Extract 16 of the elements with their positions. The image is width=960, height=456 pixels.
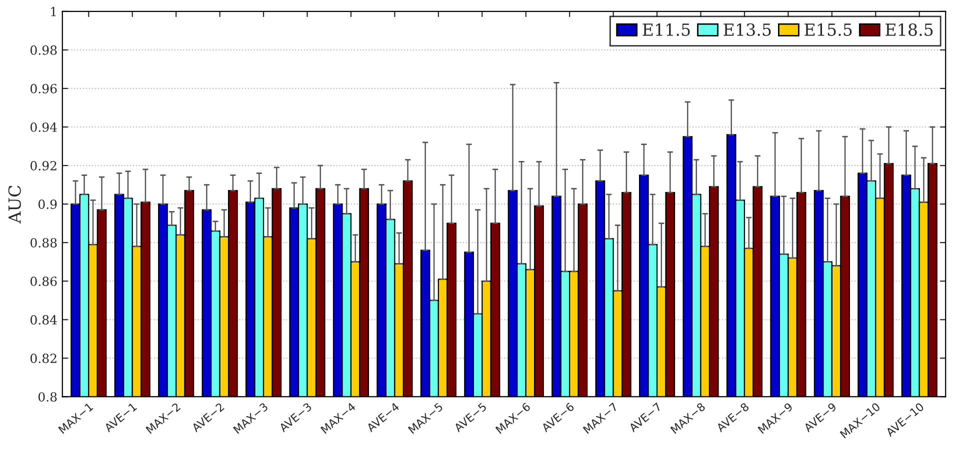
y-tick-label: 0.84 bbox=[30, 315, 57, 325]
y-tick-label: 0.94 bbox=[30, 122, 57, 132]
y-axis-title: AUC bbox=[8, 186, 21, 224]
y-tick-label: 0.92 bbox=[30, 161, 56, 170]
y-tick-label: 0.98 bbox=[30, 45, 57, 55]
y-tick-label: 0.9 bbox=[38, 200, 57, 209]
legend-label: E13.5 bbox=[724, 23, 771, 36]
legend-label: E11.5 bbox=[642, 23, 690, 36]
y-tick-label: 0.96 bbox=[30, 84, 57, 94]
y-tick-label: 0.88 bbox=[30, 238, 57, 248]
y-tick-label: 0.86 bbox=[30, 276, 57, 286]
y-tick-label: 0.82 bbox=[30, 354, 56, 364]
legend-label: E18.5 bbox=[886, 23, 933, 36]
y-tick-label: 0.8 bbox=[38, 392, 57, 402]
y-tick-label: 1 bbox=[51, 6, 56, 16]
legend-label: E15.5 bbox=[804, 23, 852, 36]
